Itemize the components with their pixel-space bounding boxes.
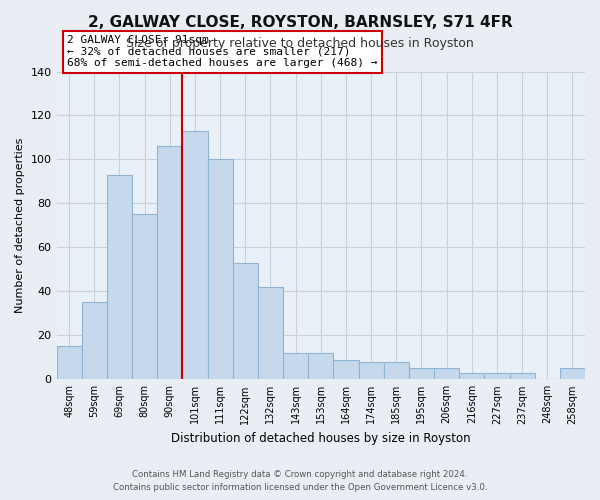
Bar: [182, 131, 208, 380]
Bar: [56, 346, 82, 380]
Bar: [157, 146, 182, 380]
Bar: [560, 368, 585, 380]
Bar: [283, 353, 308, 380]
Bar: [434, 368, 459, 380]
Bar: [82, 302, 107, 380]
Bar: [359, 362, 383, 380]
Y-axis label: Number of detached properties: Number of detached properties: [15, 138, 25, 313]
Bar: [208, 160, 233, 380]
Bar: [308, 353, 334, 380]
Bar: [132, 214, 157, 380]
Bar: [484, 372, 509, 380]
Bar: [334, 360, 359, 380]
Bar: [233, 263, 258, 380]
Text: Contains HM Land Registry data © Crown copyright and database right 2024.
Contai: Contains HM Land Registry data © Crown c…: [113, 470, 487, 492]
Bar: [459, 372, 484, 380]
Text: Size of property relative to detached houses in Royston: Size of property relative to detached ho…: [126, 38, 474, 51]
X-axis label: Distribution of detached houses by size in Royston: Distribution of detached houses by size …: [171, 432, 470, 445]
Text: 2, GALWAY CLOSE, ROYSTON, BARNSLEY, S71 4FR: 2, GALWAY CLOSE, ROYSTON, BARNSLEY, S71 …: [88, 15, 512, 30]
Bar: [383, 362, 409, 380]
Bar: [107, 175, 132, 380]
Bar: [409, 368, 434, 380]
Bar: [509, 372, 535, 380]
Text: 2 GALWAY CLOSE: 91sqm
← 32% of detached houses are smaller (217)
68% of semi-det: 2 GALWAY CLOSE: 91sqm ← 32% of detached …: [67, 35, 377, 68]
Bar: [258, 287, 283, 380]
